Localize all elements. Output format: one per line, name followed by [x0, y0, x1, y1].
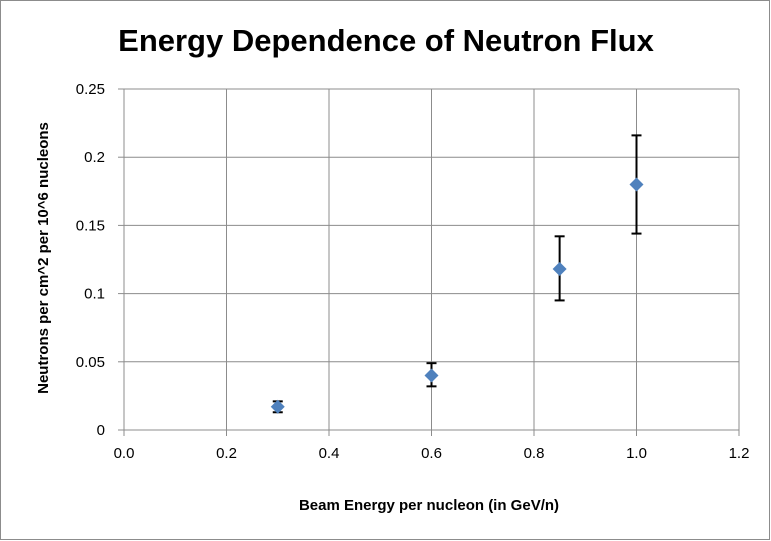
y-tick-label: 0 — [97, 422, 105, 439]
y-tick-label: 0.2 — [84, 149, 105, 166]
x-tick-label: 1.2 — [729, 445, 750, 462]
chart-title: Energy Dependence of Neutron Flux — [118, 23, 654, 58]
x-tick-label: 0.0 — [114, 445, 135, 462]
data-point-marker — [270, 399, 285, 414]
x-tick-label: 0.4 — [319, 445, 340, 462]
data-point-marker — [552, 262, 567, 277]
y-tick-label: 0.25 — [76, 81, 105, 98]
x-tick-label: 1.0 — [626, 445, 647, 462]
x-tick-label: 0.8 — [524, 445, 545, 462]
plot-area: 0.0 0.2 0.4 0.6 0.8 1.0 1.2 0 0.05 0.1 0.15 0.2 0.25 — [76, 81, 750, 462]
y-axis-label: Neutrons per cm^2 per 10^6 nucleons — [35, 122, 52, 394]
y-tick-label: 0.05 — [76, 354, 105, 371]
x-tick-label: 0.2 — [216, 445, 237, 462]
x-tick-label: 0.6 — [421, 445, 442, 462]
y-tick-label: 0.15 — [76, 217, 105, 234]
y-tick-label: 0.1 — [84, 286, 105, 303]
data-point-marker — [424, 368, 439, 383]
data-point-marker — [629, 177, 644, 192]
x-axis-label: Beam Energy per nucleon (in GeV/n) — [299, 497, 559, 514]
